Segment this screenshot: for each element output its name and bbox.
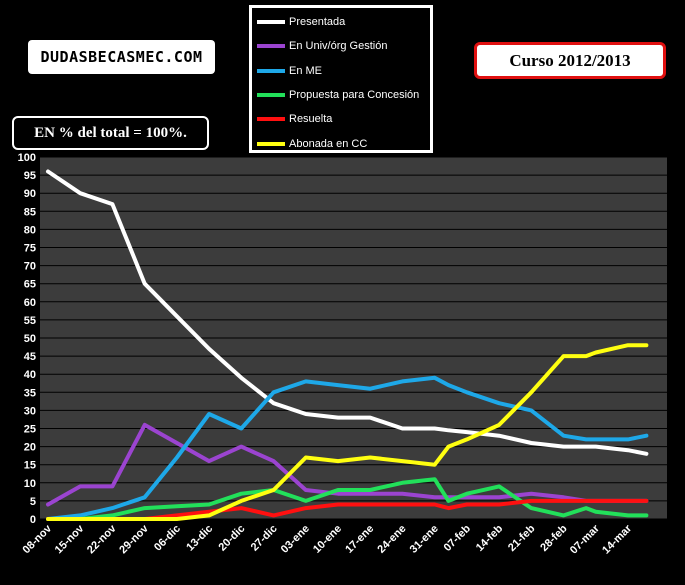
y-tick-label: 15	[24, 460, 36, 472]
y-tick-label: 5	[30, 496, 36, 508]
legend-entry: Resuelta	[252, 107, 430, 131]
x-tick-label: 20-dic	[216, 523, 247, 554]
x-tick-label: 22-nov	[85, 522, 119, 556]
legend-label: Presentada	[289, 16, 346, 29]
x-tick-label: 08-nov	[21, 522, 55, 556]
x-tick-label: 14-mar	[600, 522, 635, 557]
x-tick-label: 03-ene	[279, 523, 312, 556]
legend-entry: En Univ/órg Gestión	[252, 34, 430, 58]
y-tick-label: 35	[24, 387, 36, 399]
x-tick-label: 07-mar	[568, 522, 603, 557]
y-tick-label: 0	[30, 514, 36, 526]
legend-swatch	[257, 141, 285, 146]
x-tick-label: 28-feb	[538, 522, 570, 554]
legend-swatch	[257, 117, 285, 122]
x-tick-label: 14-feb	[474, 522, 506, 554]
y-tick-label: 100	[18, 152, 36, 164]
brand-logo: DUDASBECASMEC.COM	[28, 40, 215, 74]
y-tick-label: 70	[24, 261, 36, 273]
legend-label: En Univ/órg Gestión	[289, 40, 388, 53]
legend-swatch	[257, 68, 285, 73]
y-tick-label: 55	[24, 315, 36, 327]
legend-label: Resuelta	[289, 113, 333, 126]
y-tick-label: 30	[24, 405, 36, 417]
x-tick-label: 31-ene	[408, 523, 441, 556]
y-tick-label: 10	[24, 478, 36, 490]
y-tick-label: 20	[24, 442, 36, 454]
legend-entry: En ME	[252, 59, 430, 83]
x-tick-label: 24-ene	[375, 523, 408, 556]
legend-label: Abonada en CC	[289, 137, 368, 150]
legend-entry: Abonada en CC	[252, 131, 430, 155]
series-line-0	[46, 169, 649, 456]
chart-legend: Presentada En Univ/órg Gestión En ME Propue…	[249, 5, 433, 153]
x-tick-label: 15-nov	[53, 522, 87, 556]
series-line-5	[46, 343, 649, 521]
y-tick-label: 25	[24, 424, 36, 436]
y-tick-label: 95	[24, 170, 36, 182]
y-tick-label: 45	[24, 351, 36, 363]
legend-swatch	[257, 20, 285, 25]
legend-entry: Propuesta para Concesión	[252, 83, 430, 107]
y-tick-label: 90	[24, 188, 36, 200]
legend-entry: Presentada	[252, 10, 430, 34]
legend-swatch	[257, 44, 285, 49]
x-tick-label: 10-ene	[311, 523, 344, 556]
series-line-3	[46, 477, 649, 521]
y-tick-label: 85	[24, 206, 36, 218]
y-tick-label: 65	[24, 279, 36, 291]
legend-swatch	[257, 93, 285, 98]
course-label: Curso 2012/2013	[474, 42, 666, 79]
x-tick-label: 07-feb	[442, 522, 474, 554]
x-tick-label: 13-dic	[184, 523, 215, 554]
y-tick-label: 40	[24, 369, 36, 381]
x-tick-label: 06-dic	[152, 523, 183, 554]
series-line-2	[46, 375, 649, 521]
y-tick-label: 60	[24, 297, 36, 309]
x-tick-label: 17-ene	[343, 523, 376, 556]
legend-label: Propuesta para Concesión	[289, 89, 420, 102]
y-tick-label: 80	[24, 224, 36, 236]
x-tick-label: 29-nov	[117, 522, 151, 556]
x-tick-label: 27-dic	[249, 523, 280, 554]
y-tick-label: 75	[24, 243, 36, 255]
percentage-note: EN % del total = 100%.	[12, 116, 209, 150]
x-tick-label: 21-feb	[506, 522, 538, 554]
y-tick-label: 50	[24, 333, 36, 345]
legend-label: En ME	[289, 64, 323, 77]
